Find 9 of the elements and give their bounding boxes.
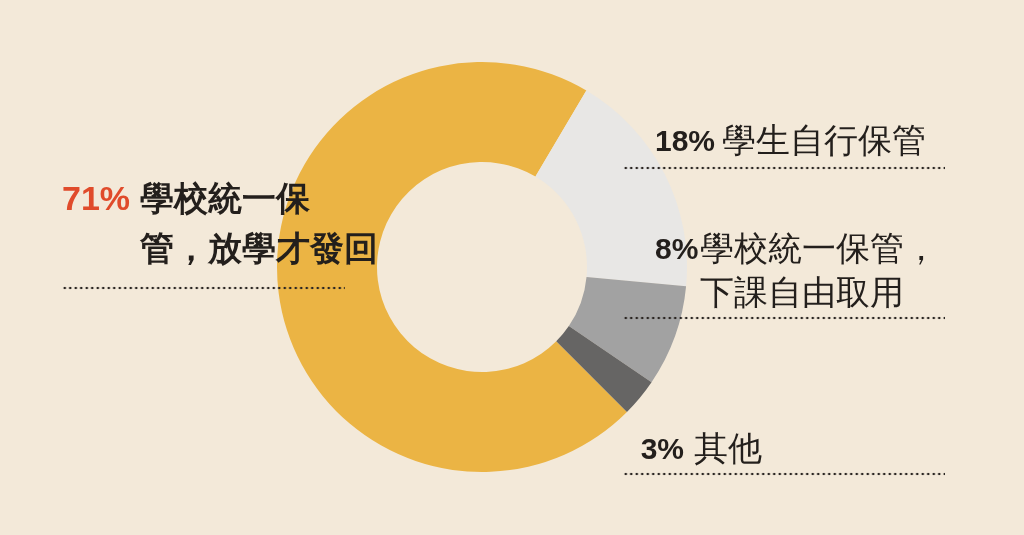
data-label: 3% [640, 432, 684, 465]
data-label: 8% [655, 232, 699, 265]
slice-label: 學校統一保管，下課自由取用 [700, 228, 938, 312]
donut-slice [568, 276, 687, 383]
slice-label: 學生自行保管 [722, 120, 926, 160]
donut-slice [556, 326, 652, 412]
data-label: 71% [62, 179, 131, 217]
slice-label: 其他 [694, 428, 762, 468]
data-label: 18% [655, 124, 716, 157]
